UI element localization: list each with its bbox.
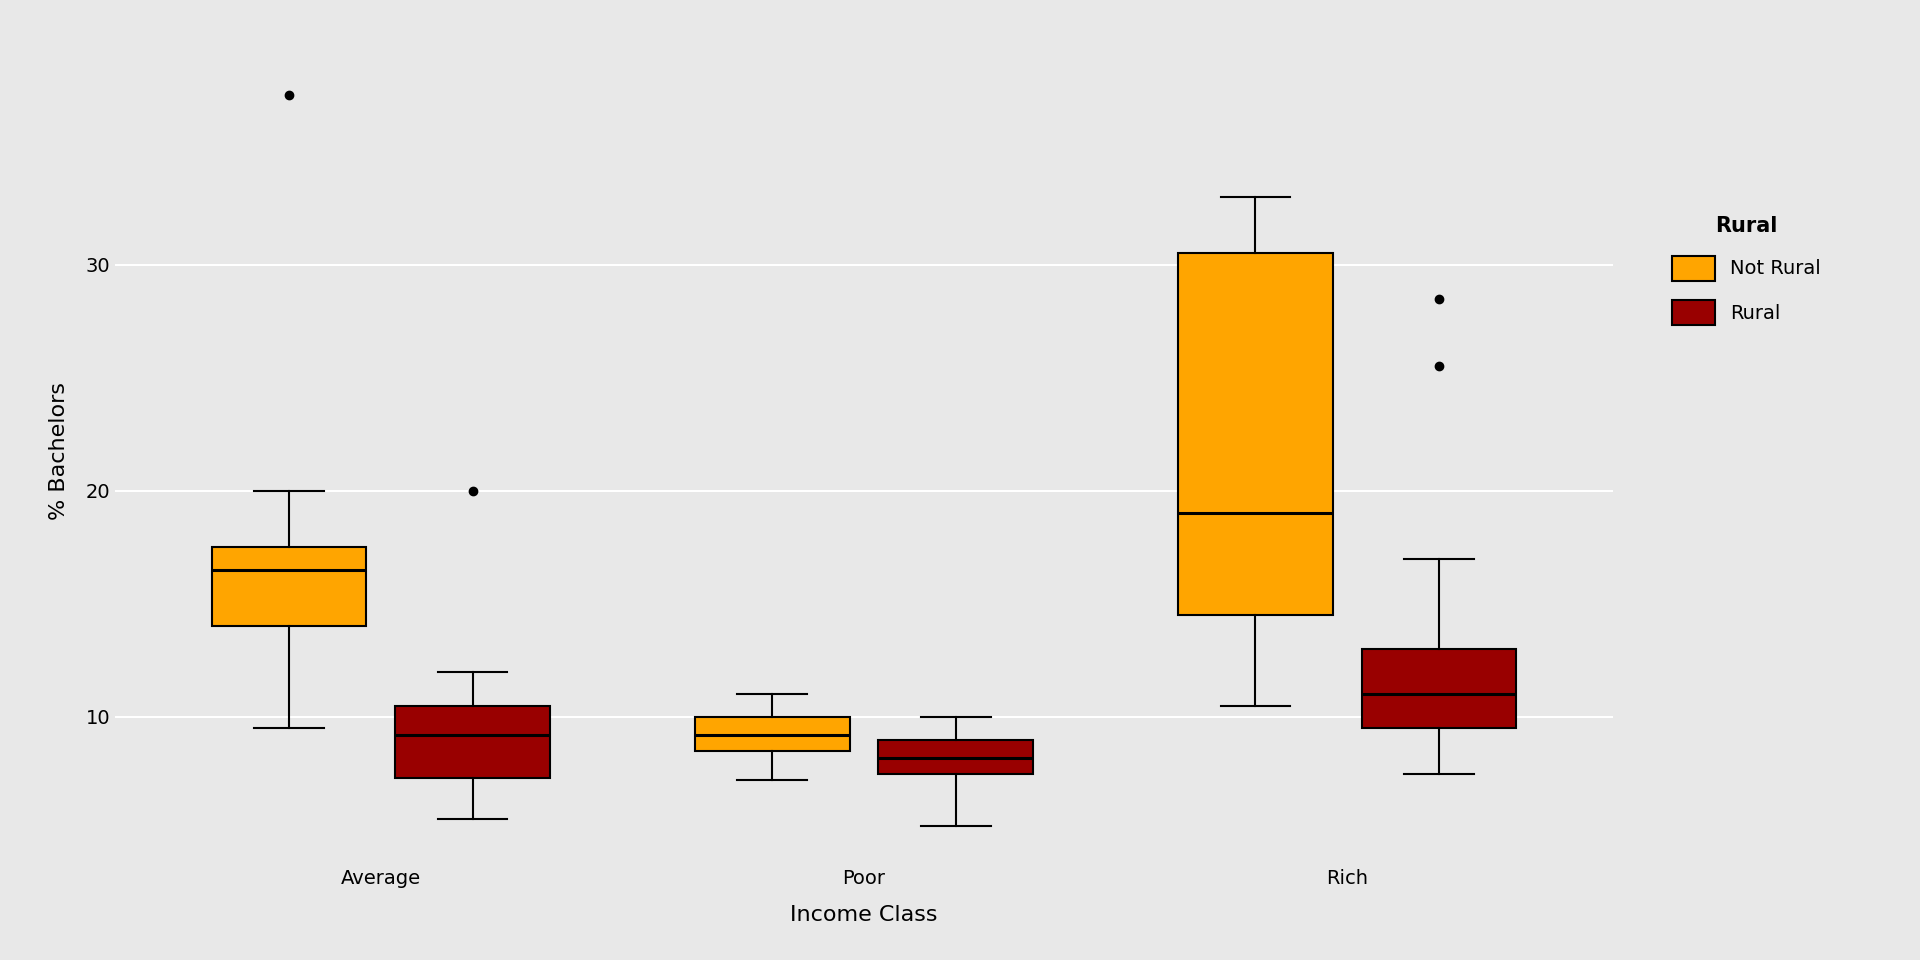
- Bar: [211, 547, 367, 627]
- Legend: Not Rural, Rural: Not Rural, Rural: [1653, 197, 1841, 345]
- Bar: [1361, 649, 1517, 729]
- Bar: [695, 717, 849, 751]
- Bar: [879, 739, 1033, 774]
- Bar: [1179, 253, 1332, 615]
- Y-axis label: % Bachelors: % Bachelors: [50, 382, 69, 520]
- Bar: [396, 706, 549, 778]
- X-axis label: Income Class: Income Class: [791, 904, 937, 924]
